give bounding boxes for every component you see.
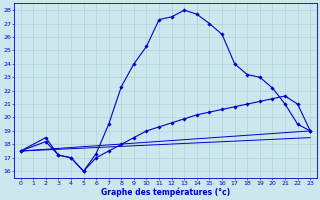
X-axis label: Graphe des températures (°c): Graphe des températures (°c)	[101, 187, 230, 197]
